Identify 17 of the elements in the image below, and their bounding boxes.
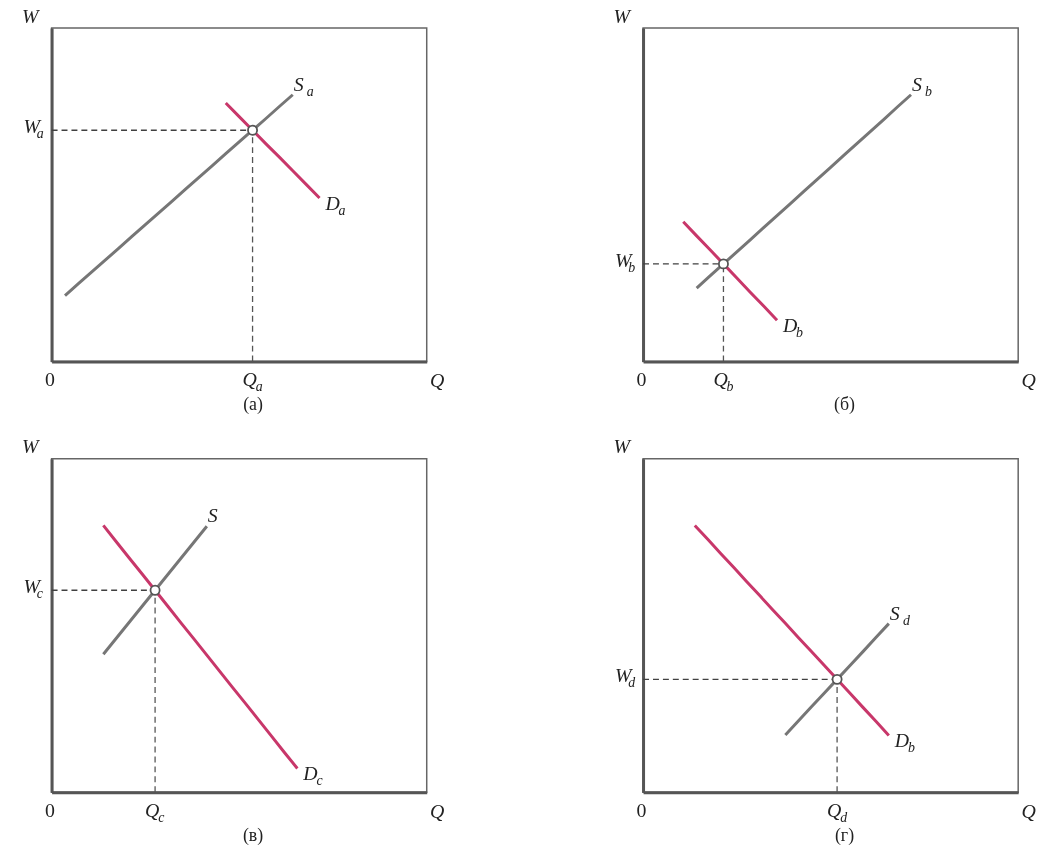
y-axis-title: W: [22, 4, 41, 27]
x-axis-title: Q: [1021, 799, 1036, 822]
x-axis-title: Q: [1021, 368, 1036, 391]
x-tick-label: 0: [636, 368, 647, 391]
x-axis-title: Q: [429, 799, 445, 822]
y-axis-title: W: [613, 4, 633, 27]
series-label: S: [207, 504, 218, 527]
text: (б): [834, 394, 856, 416]
x-axis-title: Q: [429, 368, 445, 391]
x-tick-label: 0: [636, 799, 647, 822]
y-axis-title: W: [22, 435, 41, 458]
x-tick-label: 0: [45, 368, 56, 391]
text: (а): [243, 394, 264, 416]
y-axis-title: W: [613, 435, 633, 458]
text: (в): [242, 824, 264, 846]
x-tick-label: 0: [45, 799, 56, 822]
text: (г): [834, 824, 855, 846]
